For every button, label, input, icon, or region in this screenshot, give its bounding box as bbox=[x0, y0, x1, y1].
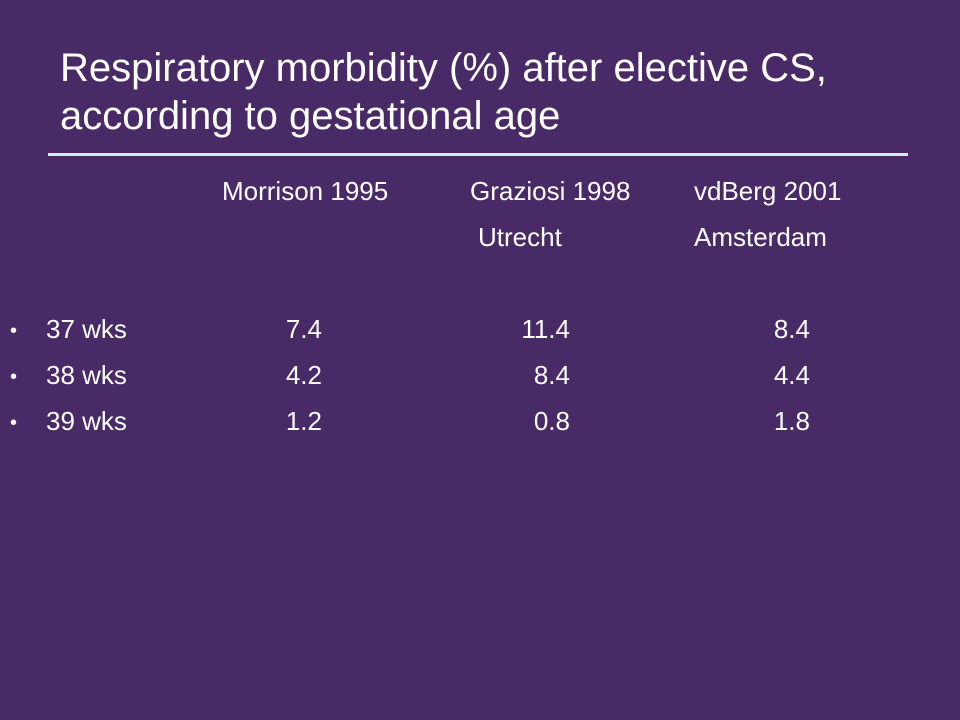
cell-graziosi: 0.8 bbox=[533, 406, 570, 436]
column-subheader-graziosi: Utrecht bbox=[478, 222, 562, 252]
cell-vdberg: 1.8 bbox=[773, 406, 810, 436]
column-header-morrison: Morrison 1995 bbox=[222, 176, 389, 206]
row-label: 37 wks bbox=[46, 314, 127, 344]
bullet-icon: • bbox=[10, 320, 18, 342]
row-label: 39 wks bbox=[46, 406, 127, 436]
cell-vdberg: 4.4 bbox=[773, 360, 810, 390]
cell-morrison: 7.4 bbox=[285, 314, 322, 344]
bullet-icon: • bbox=[10, 412, 18, 434]
column-header-vdberg: vdBerg 2001 bbox=[694, 176, 842, 206]
cell-graziosi: 8.4 bbox=[533, 360, 570, 390]
cell-graziosi: 11.4 bbox=[521, 314, 570, 344]
slide-title: Respiratory morbidity (%) after elective… bbox=[60, 46, 827, 138]
cell-vdberg: 8.4 bbox=[773, 314, 810, 344]
row-label: 38 wks bbox=[46, 360, 127, 390]
table-row: • 38 wks 4.2 8.4 4.4 bbox=[0, 360, 960, 400]
column-header-graziosi: Graziosi 1998 bbox=[470, 176, 631, 206]
table-row: • 37 wks 7.4 11.4 8.4 bbox=[0, 314, 960, 354]
table-row: • 39 wks 1.2 0.8 1.8 bbox=[0, 406, 960, 446]
bullet-icon: • bbox=[10, 366, 18, 388]
title-divider bbox=[48, 153, 908, 156]
column-subheader-vdberg: Amsterdam bbox=[694, 222, 827, 252]
cell-morrison: 1.2 bbox=[285, 406, 322, 436]
cell-morrison: 4.2 bbox=[285, 360, 322, 390]
